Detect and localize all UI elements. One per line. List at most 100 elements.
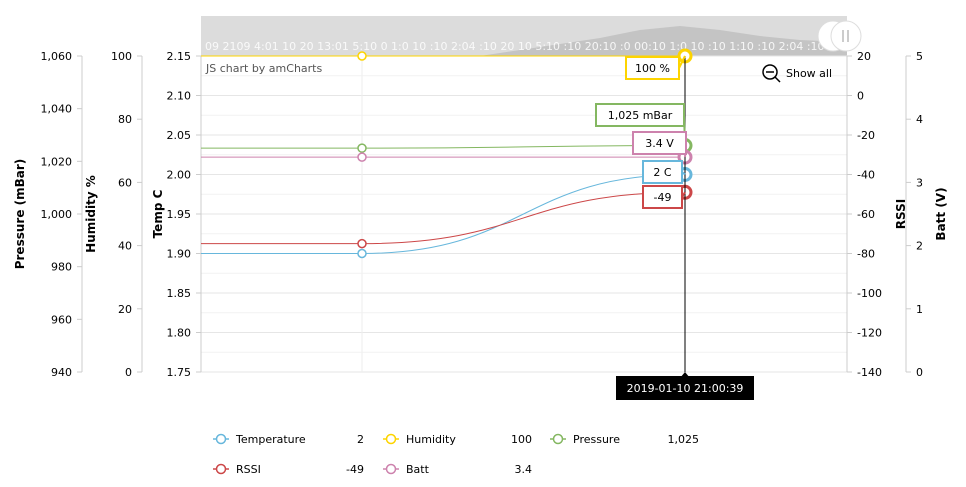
legend-item-batt[interactable]: Batt 3.4 bbox=[383, 463, 532, 476]
rssi-tick-label: -80 bbox=[857, 248, 875, 261]
rssi-tick-label: -40 bbox=[857, 169, 875, 182]
scrollbar-date-labels: 09 2109 4:01 10 20 13:01 5:10 0 1:0 10 :… bbox=[205, 40, 881, 53]
scrollbar-drag-handle-right[interactable] bbox=[830, 20, 862, 52]
legend-value: 1,025 bbox=[668, 433, 700, 446]
data-point[interactable] bbox=[357, 248, 367, 259]
balloon-rssi: -49 bbox=[642, 185, 686, 209]
batt-tick-label: 5 bbox=[916, 50, 923, 63]
legend-marker bbox=[215, 433, 227, 445]
balloon-box bbox=[632, 131, 687, 155]
rssi-tick-label: -120 bbox=[857, 327, 882, 340]
pressure-axis: 940 960 980 1,000 1,020 1,040 1,060 Pressure (m… bbox=[13, 50, 83, 379]
series-line bbox=[201, 145, 686, 149]
humidity-tick-label: 0 bbox=[125, 366, 132, 379]
temp-tick-label: 2.05 bbox=[167, 129, 192, 142]
data-point[interactable] bbox=[357, 152, 367, 162]
legend-label: Temperature bbox=[235, 433, 306, 446]
batt-tick-label: 0 bbox=[916, 366, 923, 379]
balloon-box bbox=[642, 185, 683, 209]
rssi-tick-label: 20 bbox=[857, 50, 871, 63]
legend-marker bbox=[385, 433, 397, 445]
legend-item-rssi[interactable]: RSSI -49 bbox=[213, 463, 364, 476]
legend-value: -49 bbox=[346, 463, 364, 476]
pressure-axis-title: Pressure (mBar) bbox=[13, 159, 27, 270]
batt-axis-title: Batt (V) bbox=[934, 187, 948, 240]
rssi-tick-label: -60 bbox=[857, 208, 875, 221]
legend-item-humidity[interactable]: Humidity 100 bbox=[383, 433, 532, 446]
humidity-tick-label: 100 bbox=[111, 50, 132, 63]
batt-tick-label: 4 bbox=[916, 113, 923, 126]
rssi-axis-title: RSSI bbox=[894, 199, 908, 229]
series-line bbox=[201, 174, 686, 254]
legend-label: Humidity bbox=[406, 433, 456, 446]
legend-value: 3.4 bbox=[515, 463, 533, 476]
rssi-tick-label: -20 bbox=[857, 129, 875, 142]
balloon-label: 2 C bbox=[653, 166, 671, 179]
legend-value: 2 bbox=[357, 433, 364, 446]
legend: Temperature 2 Humidity 100 Pressure 1,025 RSSI… bbox=[213, 433, 699, 476]
rssi-tick-label: -100 bbox=[857, 287, 882, 300]
scrollbar-preview-area bbox=[201, 26, 847, 56]
chart-cursor: 2019-01-10 21:00:39 bbox=[616, 56, 754, 400]
series-temperature bbox=[201, 167, 693, 259]
rssi-tick-label: -140 bbox=[857, 366, 882, 379]
temp-tick-label: 1.90 bbox=[167, 248, 192, 261]
legend-label: Pressure bbox=[573, 433, 620, 446]
pressure-tick-label: 1,020 bbox=[41, 155, 73, 168]
temp-tick-label: 1.80 bbox=[167, 327, 192, 340]
humidity-tick-label: 40 bbox=[118, 240, 132, 253]
show-all-label: Show all bbox=[786, 67, 832, 80]
legend-label: Batt bbox=[406, 463, 430, 476]
temp-tick-label: 2.00 bbox=[167, 169, 192, 182]
temp-tick-label: 1.85 bbox=[167, 287, 192, 300]
legend-marker bbox=[215, 463, 227, 475]
data-point[interactable] bbox=[357, 238, 367, 249]
batt-tick-label: 2 bbox=[916, 240, 923, 253]
zoom-out-icon bbox=[762, 64, 778, 80]
temp-axis-title: Temp C bbox=[151, 189, 165, 238]
temp-tick-label: 1.95 bbox=[167, 208, 192, 221]
plot-grid bbox=[200, 55, 848, 373]
humidity-tick-label: 60 bbox=[118, 176, 132, 189]
pressure-tick-label: 960 bbox=[51, 313, 72, 326]
balloon-label: 100 % bbox=[635, 62, 670, 75]
balloon-box bbox=[595, 103, 685, 127]
value-axes: 940 960 980 1,000 1,020 1,040 1,060 Pressure (m… bbox=[13, 50, 948, 379]
show-all-button[interactable]: Show all bbox=[762, 64, 832, 83]
humidity-tick-label: 20 bbox=[118, 303, 132, 316]
balloon-label: -49 bbox=[654, 191, 672, 204]
pressure-tick-label: 980 bbox=[51, 261, 72, 274]
zoom-out-icon-handle bbox=[774, 76, 781, 83]
series-rssi bbox=[201, 184, 693, 249]
series-lines bbox=[201, 48, 693, 259]
legend-item-pressure[interactable]: Pressure 1,025 bbox=[550, 433, 699, 446]
humidity-axis: 0 20 40 60 80 100 Humidity % bbox=[84, 50, 143, 379]
balloon-box bbox=[625, 56, 680, 80]
legend-marker bbox=[552, 433, 564, 445]
legend-value: 100 bbox=[511, 433, 532, 446]
cursor-label-box bbox=[616, 376, 754, 400]
balloons: 2 C 100 % 1,025 mBar -49 3.4 V bbox=[595, 55, 687, 209]
temp-tick-label: 2.10 bbox=[167, 90, 192, 103]
temp-tick-label: 1.75 bbox=[167, 366, 192, 379]
data-point[interactable] bbox=[357, 51, 367, 61]
legend-marker bbox=[385, 463, 397, 475]
pressure-tick-label: 1,060 bbox=[41, 50, 73, 63]
legend-item-temperature[interactable]: Temperature 2 bbox=[213, 433, 364, 446]
chart-credit[interactable]: JS chart by amCharts bbox=[205, 62, 322, 75]
batt-tick-label: 1 bbox=[916, 303, 923, 316]
balloon-label: 3.4 V bbox=[645, 137, 674, 150]
series-pressure bbox=[201, 138, 693, 154]
pressure-tick-label: 1,040 bbox=[41, 103, 73, 116]
balloon-label: 1,025 mBar bbox=[608, 109, 673, 122]
series-batt bbox=[201, 149, 693, 165]
humidity-axis-title: Humidity % bbox=[84, 175, 98, 253]
pressure-tick-label: 1,000 bbox=[41, 208, 73, 221]
data-point[interactable] bbox=[357, 143, 367, 153]
balloon-batt: 3.4 V bbox=[632, 131, 687, 158]
temp-axis: 1.75 1.80 1.85 1.90 1.95 2.00 2.05 2.10 2.15 Temp… bbox=[151, 50, 202, 379]
balloon-humidity: 100 % bbox=[625, 55, 686, 80]
balloon-box bbox=[642, 160, 683, 184]
series-line bbox=[201, 191, 686, 245]
chart-scrollbar[interactable]: 09 2109 4:01 10 20 13:01 5:10 0 1:0 10 :… bbox=[201, 16, 881, 56]
